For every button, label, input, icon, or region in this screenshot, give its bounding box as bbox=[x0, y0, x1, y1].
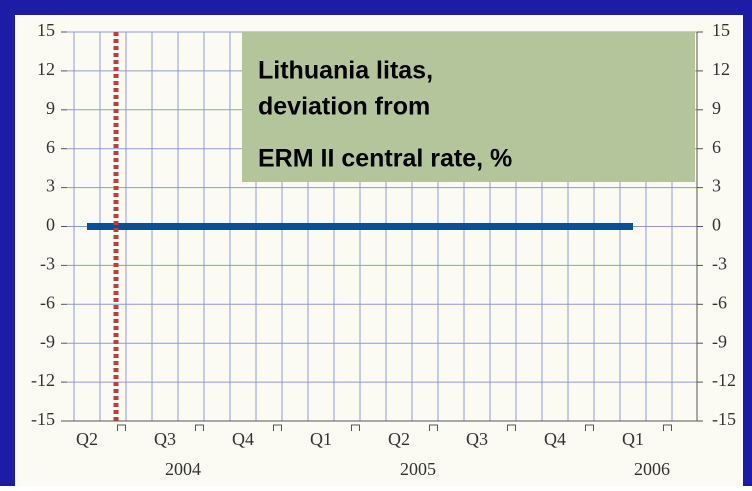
x-tick-label: Q2 bbox=[388, 429, 410, 449]
y2-tick-label: -12 bbox=[712, 370, 736, 390]
y-tick-label: 3 bbox=[46, 176, 55, 196]
x-tick bbox=[117, 424, 126, 431]
y-tick-label: 0 bbox=[46, 215, 55, 235]
y2-tick-label: 12 bbox=[712, 59, 730, 79]
y-tick-label: -3 bbox=[40, 254, 55, 274]
y-tick-label: -15 bbox=[31, 409, 55, 429]
x-tick-label: Q1 bbox=[622, 429, 644, 449]
year-label: 2006 bbox=[634, 459, 670, 479]
x-tick bbox=[195, 424, 204, 431]
y2-tick-label: -15 bbox=[712, 409, 736, 429]
y-tick-label: 9 bbox=[46, 98, 55, 118]
x-tick bbox=[507, 424, 516, 431]
y2-tick-label: 3 bbox=[712, 176, 721, 196]
y-tick-label: 12 bbox=[37, 59, 55, 79]
y2-tick-label: -6 bbox=[712, 292, 727, 312]
chart-title: ERM II central rate, % bbox=[258, 145, 512, 173]
x-tick bbox=[429, 424, 438, 431]
x-tick-label: Q3 bbox=[154, 429, 176, 449]
y2-tick-label: 0 bbox=[712, 215, 721, 235]
y-tick-label: -12 bbox=[31, 370, 55, 390]
x-tick bbox=[273, 424, 282, 431]
y2-tick-label: 15 bbox=[712, 20, 730, 40]
year-label: 2005 bbox=[400, 459, 436, 479]
y2-tick-label: -3 bbox=[712, 254, 727, 274]
title-box bbox=[242, 32, 695, 182]
x-tick-label: Q1 bbox=[310, 429, 332, 449]
y-tick-label: -9 bbox=[40, 331, 55, 351]
x-tick-label: Q4 bbox=[232, 429, 254, 449]
chart-title: Lithuania litas, bbox=[258, 57, 433, 85]
x-tick-label: Q2 bbox=[76, 429, 98, 449]
x-tick bbox=[351, 424, 360, 431]
x-tick bbox=[663, 424, 672, 431]
y-tick-label: 15 bbox=[37, 20, 55, 40]
y-tick-label: 6 bbox=[46, 137, 55, 157]
x-tick bbox=[585, 424, 594, 431]
y2-tick-label: 6 bbox=[712, 137, 721, 157]
x-tick-label: Q4 bbox=[544, 429, 566, 449]
year-label: 2004 bbox=[165, 459, 201, 479]
chart-title: deviation from bbox=[258, 93, 430, 121]
y2-tick-label: 9 bbox=[712, 98, 721, 118]
y2-tick-label: -9 bbox=[712, 331, 727, 351]
y-tick-label: -6 bbox=[40, 292, 55, 312]
x-tick-label: Q3 bbox=[466, 429, 488, 449]
